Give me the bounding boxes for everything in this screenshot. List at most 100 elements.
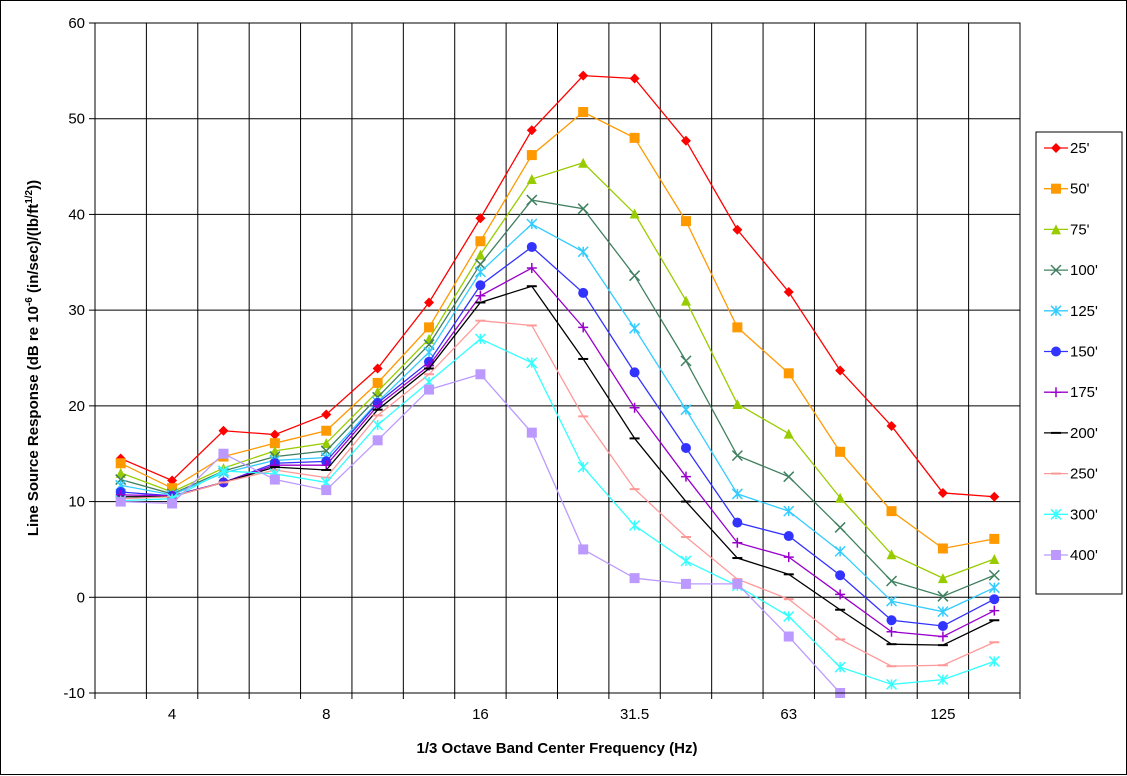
- data-point: [937, 487, 948, 498]
- data-point: [886, 615, 897, 626]
- data-point: [629, 270, 641, 282]
- data-point: [321, 425, 332, 436]
- data-point: [578, 70, 589, 81]
- data-point: [835, 365, 846, 376]
- series-line: [120, 74, 995, 498]
- data-point: [732, 578, 743, 589]
- legend-label: 125': [1070, 303, 1098, 320]
- series-line: [120, 223, 995, 613]
- legend-swatch-marker: [1051, 143, 1061, 153]
- data-point: [732, 398, 743, 409]
- data-point: [783, 505, 795, 517]
- data-point: [424, 384, 435, 395]
- data-point: [115, 467, 126, 478]
- data-point: [577, 203, 589, 215]
- legend-swatch-marker: [1050, 508, 1062, 520]
- data-point: [937, 621, 948, 631]
- data-point: [424, 297, 435, 308]
- data-point: [731, 488, 743, 500]
- data-point: [115, 496, 126, 507]
- series-line: [120, 246, 995, 627]
- data-point: [218, 448, 229, 459]
- legend-item: 250': [1044, 466, 1098, 483]
- y-tick-label: 10: [68, 494, 85, 511]
- data-point: [680, 442, 691, 453]
- data-point: [475, 290, 486, 301]
- series-10: [115, 333, 1000, 690]
- series-line: [120, 319, 995, 667]
- data-point: [680, 578, 691, 589]
- data-point: [680, 471, 691, 482]
- legend-label: 300': [1070, 506, 1098, 523]
- data-point: [577, 246, 589, 258]
- data-point: [217, 465, 230, 477]
- series-1: [115, 70, 1000, 502]
- y-tick-label: 0: [77, 589, 85, 606]
- x-tick-label: 125: [930, 706, 955, 723]
- data-point: [834, 521, 846, 533]
- y-axis-title: Line Source Response (dB re 10-6 (in/sec…: [24, 180, 42, 536]
- legend-item: 150': [1044, 344, 1098, 361]
- legend-swatch-marker: [1050, 305, 1062, 317]
- data-point: [526, 194, 538, 206]
- series-line: [120, 162, 995, 579]
- data-point: [269, 429, 280, 440]
- data-point: [218, 425, 229, 436]
- data-point: [989, 533, 1000, 544]
- series-8: [115, 285, 1000, 647]
- data-point: [732, 322, 743, 333]
- data-point: [372, 377, 383, 388]
- data-point: [423, 346, 435, 358]
- data-point: [989, 554, 1000, 564]
- data-point: [937, 573, 948, 584]
- data-point: [886, 626, 897, 637]
- data-point: [629, 367, 640, 378]
- y-tick-label: 20: [68, 398, 85, 415]
- y-tick-label: 50: [68, 111, 85, 128]
- data-point: [835, 570, 846, 581]
- data-point: [475, 249, 486, 260]
- y-tick-label: -10: [63, 685, 85, 702]
- data-point: [885, 678, 898, 690]
- legend-item: 100': [1044, 262, 1098, 279]
- legend-item: 300': [1044, 506, 1098, 523]
- data-point: [885, 575, 898, 587]
- data-point: [834, 661, 846, 673]
- data-point: [475, 236, 486, 247]
- data-point: [475, 369, 486, 380]
- data-point: [835, 589, 846, 600]
- series-11: [115, 369, 846, 698]
- data-point: [526, 263, 537, 274]
- data-point: [783, 286, 794, 297]
- data-point: [578, 544, 589, 555]
- x-tick-label: 16: [472, 706, 489, 723]
- data-point: [783, 610, 795, 622]
- legend-label: 75': [1070, 221, 1090, 238]
- y-tick-label: 40: [68, 206, 85, 223]
- data-point: [886, 506, 897, 517]
- legend-swatch-marker: [1051, 550, 1061, 560]
- data-point: [321, 409, 332, 420]
- series-line: [120, 285, 995, 646]
- series-line: [120, 338, 995, 686]
- data-point: [578, 287, 589, 298]
- data-point: [680, 404, 692, 416]
- data-point: [732, 224, 743, 235]
- data-point: [526, 427, 537, 438]
- data-point: [731, 450, 743, 462]
- legend-label: 150': [1070, 344, 1098, 361]
- data-point: [629, 73, 640, 84]
- data-point: [937, 590, 949, 602]
- y-axis-ticks: -10 0 10 20 30 40 50 60: [63, 15, 95, 702]
- legend-item: 125': [1044, 303, 1098, 320]
- data-point: [629, 132, 640, 143]
- data-point: [475, 280, 486, 291]
- data-point: [783, 552, 794, 563]
- legend-label: 250': [1070, 466, 1098, 483]
- data-point: [989, 491, 1000, 502]
- data-point: [835, 446, 846, 457]
- legend-item: 175': [1044, 384, 1098, 401]
- data-point: [937, 631, 948, 642]
- data-point: [783, 631, 794, 642]
- legend-swatch-marker: [1051, 183, 1061, 194]
